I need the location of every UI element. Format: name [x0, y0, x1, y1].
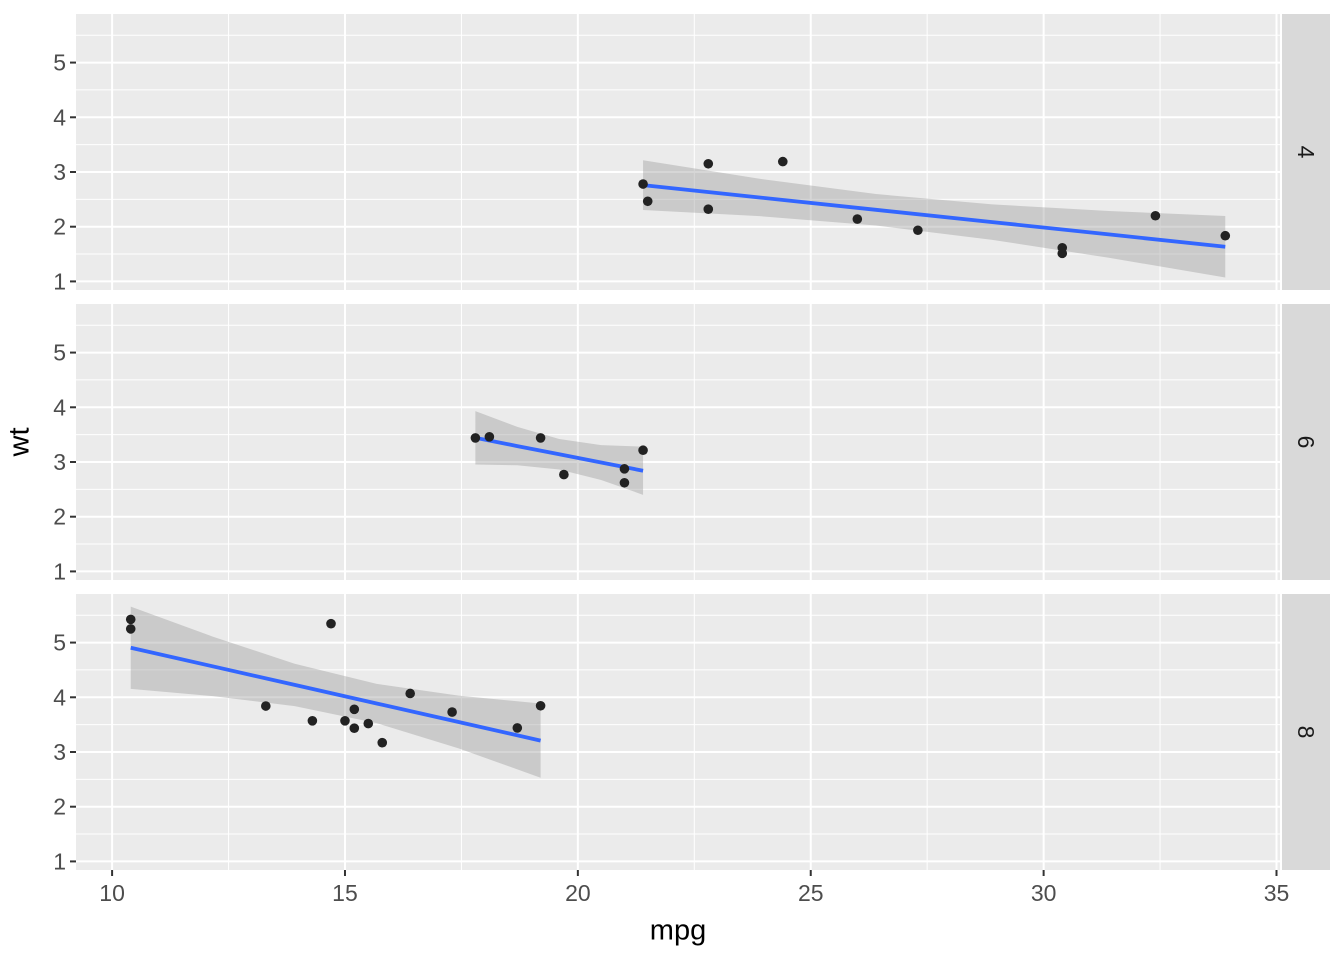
smooth-line — [130, 645, 542, 743]
data-point — [363, 718, 374, 729]
data-point — [307, 716, 318, 726]
data-point — [405, 688, 415, 699]
data-point — [642, 196, 653, 207]
facet-strip-label: 6 — [1293, 436, 1319, 449]
facet-panel-4: 1 2 3 4 5 4 — [53, 14, 1330, 294]
y-tick-label: 1 — [53, 268, 66, 294]
data-point — [125, 624, 136, 634]
data-point — [777, 156, 788, 167]
facet-strip — [1282, 304, 1330, 580]
data-point — [1150, 210, 1161, 221]
data-point — [377, 737, 388, 748]
data-point — [559, 469, 569, 480]
data-point — [512, 723, 523, 733]
data-point — [447, 707, 457, 717]
smooth-ribbon — [130, 606, 541, 778]
x-tick-label: 20 — [565, 880, 591, 906]
facet-strip — [1282, 594, 1330, 870]
x-tick-label: 25 — [798, 880, 824, 906]
panel-background — [76, 304, 1280, 580]
facet-strip-label: 4 — [1293, 146, 1319, 159]
data-point — [619, 477, 630, 488]
data-point — [349, 723, 360, 733]
y-tick-label: 2 — [53, 504, 66, 530]
data-point — [340, 716, 350, 726]
data-point — [326, 618, 336, 629]
y-tick-label: 4 — [53, 394, 66, 420]
data-point — [535, 700, 546, 711]
y-tick-label: 5 — [53, 340, 66, 366]
x-tick-label: 15 — [332, 880, 358, 906]
y-tick-label: 4 — [53, 684, 66, 710]
data-point — [349, 704, 360, 715]
facet-panel-6: 1 2 3 4 5 6 — [53, 304, 1330, 584]
data-point — [913, 225, 923, 236]
facet-panel-8: 1 2 3 4 5 8 — [53, 594, 1330, 874]
x-tick-label: 10 — [99, 880, 125, 906]
x-tick-label: 30 — [1031, 880, 1057, 906]
y-axis-title: wt — [3, 427, 36, 457]
data-point — [535, 433, 546, 443]
data-point — [852, 214, 863, 224]
smooth-line — [642, 183, 1226, 249]
data-point — [703, 158, 714, 169]
x-tick-label: 35 — [1264, 880, 1290, 906]
y-tick-label: 4 — [53, 104, 66, 130]
y-tick-label: 3 — [53, 739, 66, 765]
y-tick-label: 2 — [53, 794, 66, 820]
data-point — [484, 432, 495, 442]
y-tick-label: 2 — [53, 214, 66, 240]
facet-strip — [1282, 14, 1330, 290]
y-tick-label: 5 — [53, 50, 66, 76]
smooth-ribbon — [643, 160, 1226, 278]
facet-strip-label: 8 — [1293, 726, 1319, 739]
panel-background — [76, 594, 1280, 870]
y-tick-label: 5 — [53, 630, 66, 656]
data-point — [1220, 230, 1231, 241]
data-point — [470, 433, 481, 443]
data-point — [638, 179, 648, 189]
data-point — [703, 204, 714, 214]
panel-background — [76, 14, 1280, 290]
y-tick-label: 1 — [53, 848, 66, 874]
data-point — [260, 701, 271, 711]
data-point — [619, 464, 630, 474]
smooth-line — [475, 435, 644, 473]
y-tick-label: 3 — [53, 159, 66, 185]
y-tick-label: 1 — [53, 558, 66, 584]
data-point — [638, 445, 648, 456]
x-axis-title: mpg — [649, 914, 707, 947]
y-tick-label: 3 — [53, 449, 66, 475]
data-point — [1057, 248, 1068, 259]
data-point — [125, 614, 136, 625]
